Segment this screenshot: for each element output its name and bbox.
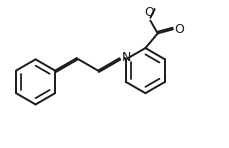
- Text: N: N: [121, 51, 131, 64]
- Text: O: O: [144, 6, 154, 19]
- Text: O: O: [174, 23, 184, 36]
